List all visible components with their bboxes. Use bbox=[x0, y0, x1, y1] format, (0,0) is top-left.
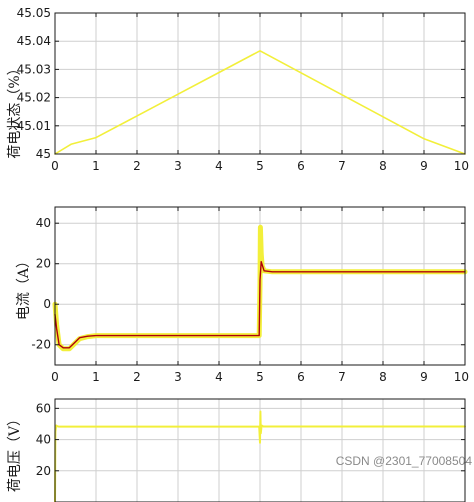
soc-ytick-label: 45.04 bbox=[17, 34, 51, 48]
current-xtick-label: 2 bbox=[133, 370, 141, 384]
soc-ytick-label: 45.01 bbox=[17, 119, 51, 133]
soc-series-0 bbox=[54, 49, 466, 155]
soc-ylabel: 荷电状态（%） bbox=[7, 61, 23, 158]
voltage-ytick-label: 60 bbox=[36, 401, 51, 415]
soc-ytick-label: 45.05 bbox=[17, 6, 51, 20]
soc-ytick-label: 45.02 bbox=[17, 91, 51, 105]
soc-xtick-label: 1 bbox=[92, 159, 100, 173]
current-xtick-label: 9 bbox=[420, 370, 428, 384]
voltage-ylabel: 荷电压（V） bbox=[7, 412, 23, 492]
current-subplot: -20 0 20 40 0 1 2 3 4 5 6 7 8 9 10 bbox=[31, 206, 469, 384]
voltage-axes-frame bbox=[54, 398, 466, 502]
soc-xtick-label: 4 bbox=[215, 159, 223, 173]
soc-xtick-label: 10 bbox=[454, 159, 469, 173]
soc-xtick-label: 6 bbox=[297, 159, 305, 173]
current-xtick-label: 8 bbox=[379, 370, 387, 384]
current-xtick-label: 4 bbox=[215, 370, 223, 384]
soc-xtick-label: 0 bbox=[51, 159, 59, 173]
watermark: CSDN @2301_77008504 bbox=[336, 454, 473, 468]
current-xtick-label: 0 bbox=[51, 370, 59, 384]
current-ytick-label: 0 bbox=[43, 297, 51, 311]
soc-xtick-label: 5 bbox=[256, 159, 264, 173]
current-xtick-label: 10 bbox=[454, 370, 469, 384]
current-ytick-label: 20 bbox=[36, 257, 51, 271]
voltage-subplot: 20 40 60 bbox=[36, 398, 466, 502]
soc-xtick-label: 2 bbox=[133, 159, 141, 173]
soc-ytick-label: 45 bbox=[36, 147, 51, 161]
current-xtick-label: 6 bbox=[297, 370, 305, 384]
voltage-ytick-label: 20 bbox=[36, 464, 51, 478]
soc-xtick-label: 9 bbox=[420, 159, 428, 173]
soc-xtick-label: 8 bbox=[379, 159, 387, 173]
current-ytick-label: -20 bbox=[31, 338, 51, 352]
voltage-ytick-label: 40 bbox=[36, 433, 51, 447]
soc-ytick-label: 45.03 bbox=[17, 62, 51, 76]
current-series-1 bbox=[54, 261, 466, 349]
current-ytick-label: 40 bbox=[36, 216, 51, 230]
voltage-series-0 bbox=[54, 410, 466, 502]
current-ylabel: 电流（A） bbox=[16, 254, 32, 320]
current-xtick-label: 3 bbox=[174, 370, 182, 384]
current-xtick-label: 7 bbox=[338, 370, 346, 384]
current-xtick-label: 5 bbox=[256, 370, 264, 384]
current-xtick-label: 1 bbox=[92, 370, 100, 384]
soc-xtick-label: 7 bbox=[338, 159, 346, 173]
soc-xtick-label: 3 bbox=[174, 159, 182, 173]
